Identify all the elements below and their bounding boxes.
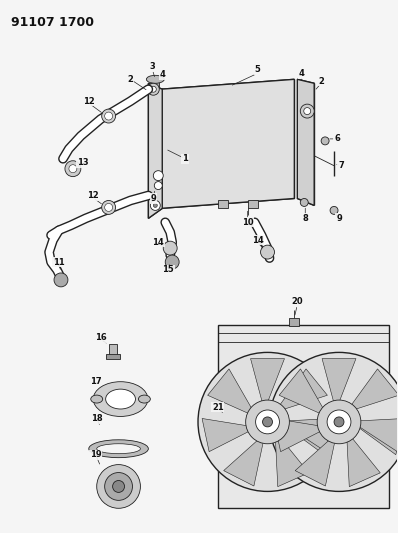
Polygon shape xyxy=(297,79,314,205)
Bar xyxy=(289,318,299,326)
Circle shape xyxy=(97,465,140,508)
Circle shape xyxy=(198,352,337,491)
Circle shape xyxy=(105,204,113,212)
Text: 12: 12 xyxy=(83,96,95,106)
Circle shape xyxy=(321,137,329,145)
Polygon shape xyxy=(279,418,333,451)
Circle shape xyxy=(101,200,115,214)
Text: 20: 20 xyxy=(291,297,303,306)
Text: 1: 1 xyxy=(182,154,188,163)
Text: 2: 2 xyxy=(318,77,324,86)
Polygon shape xyxy=(273,418,328,451)
Circle shape xyxy=(163,241,177,255)
Polygon shape xyxy=(251,359,285,410)
Circle shape xyxy=(263,417,273,427)
Circle shape xyxy=(269,352,398,491)
Polygon shape xyxy=(295,433,337,486)
Text: 5: 5 xyxy=(255,65,261,74)
Text: 18: 18 xyxy=(91,415,103,423)
Polygon shape xyxy=(351,418,398,451)
Bar xyxy=(151,79,159,87)
Circle shape xyxy=(65,161,81,176)
Polygon shape xyxy=(160,79,295,208)
Circle shape xyxy=(69,165,77,173)
Circle shape xyxy=(153,204,157,207)
Circle shape xyxy=(147,83,159,95)
Ellipse shape xyxy=(105,389,135,409)
Polygon shape xyxy=(275,369,328,412)
Circle shape xyxy=(334,417,344,427)
Circle shape xyxy=(300,104,314,118)
Ellipse shape xyxy=(139,395,150,403)
Circle shape xyxy=(150,200,160,211)
Text: 19: 19 xyxy=(90,450,101,459)
Circle shape xyxy=(54,273,68,287)
Text: 14: 14 xyxy=(252,236,263,245)
Polygon shape xyxy=(279,422,333,455)
Bar xyxy=(218,200,228,208)
Circle shape xyxy=(105,112,113,120)
Text: 15: 15 xyxy=(162,265,174,274)
Polygon shape xyxy=(279,369,328,417)
Text: 17: 17 xyxy=(90,377,101,386)
Text: 6: 6 xyxy=(334,134,340,143)
Bar xyxy=(105,354,119,359)
Text: 13: 13 xyxy=(77,158,89,167)
Polygon shape xyxy=(351,422,398,455)
Circle shape xyxy=(246,400,289,444)
Polygon shape xyxy=(224,433,265,486)
Circle shape xyxy=(105,473,133,500)
Text: 7: 7 xyxy=(338,161,344,170)
Ellipse shape xyxy=(146,75,164,83)
Circle shape xyxy=(327,410,351,434)
Circle shape xyxy=(261,245,275,259)
Ellipse shape xyxy=(91,395,103,403)
Circle shape xyxy=(304,108,311,115)
Text: 2: 2 xyxy=(127,75,133,84)
Circle shape xyxy=(165,255,179,269)
Circle shape xyxy=(256,410,279,434)
Polygon shape xyxy=(202,418,257,451)
Bar xyxy=(248,200,258,208)
Circle shape xyxy=(317,400,361,444)
Text: 4: 4 xyxy=(159,70,165,79)
Text: 91107 1700: 91107 1700 xyxy=(11,16,94,29)
Text: 11: 11 xyxy=(53,257,65,266)
Polygon shape xyxy=(275,431,309,487)
Polygon shape xyxy=(208,369,257,417)
Text: 12: 12 xyxy=(87,191,99,200)
Text: 9: 9 xyxy=(150,194,156,203)
Bar xyxy=(109,344,117,357)
Polygon shape xyxy=(322,359,356,410)
Ellipse shape xyxy=(93,382,148,416)
Circle shape xyxy=(330,206,338,214)
Ellipse shape xyxy=(97,444,140,454)
Ellipse shape xyxy=(89,440,148,458)
Text: 8: 8 xyxy=(302,214,308,223)
Polygon shape xyxy=(148,83,162,219)
Circle shape xyxy=(154,182,162,190)
Text: 9: 9 xyxy=(336,214,342,223)
Polygon shape xyxy=(347,431,380,487)
Bar xyxy=(218,325,389,508)
Text: 16: 16 xyxy=(95,333,107,342)
Text: 3: 3 xyxy=(150,62,155,71)
Text: 10: 10 xyxy=(242,218,254,227)
Circle shape xyxy=(101,109,115,123)
Text: 21: 21 xyxy=(212,402,224,411)
Text: 14: 14 xyxy=(152,238,164,247)
Circle shape xyxy=(153,171,163,181)
Circle shape xyxy=(300,198,308,206)
Polygon shape xyxy=(346,369,398,412)
Circle shape xyxy=(150,86,156,92)
Text: 4: 4 xyxy=(298,69,304,78)
Circle shape xyxy=(113,480,125,492)
